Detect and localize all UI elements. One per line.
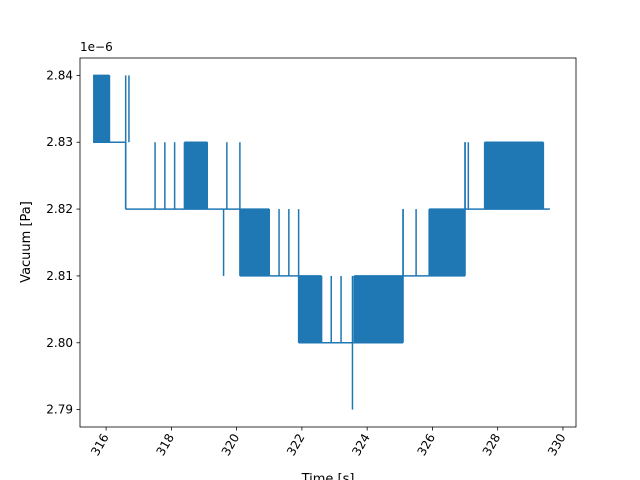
x-axis-label: Time [s] bbox=[301, 472, 355, 480]
y-tick-label: 2.81 bbox=[46, 269, 73, 283]
series-layer bbox=[93, 74, 550, 410]
series-fluctuation-band bbox=[354, 275, 404, 343]
y-tick-label: 2.80 bbox=[46, 336, 73, 350]
y-tick-label: 2.79 bbox=[46, 403, 73, 417]
plot-area bbox=[80, 58, 576, 427]
y-tick-label: 2.82 bbox=[46, 202, 73, 216]
axes-layer bbox=[79, 57, 577, 428]
y-ticks: 2.79 2.80 2.81 2.82 2.83 2.84 bbox=[46, 68, 80, 417]
series-fluctuation-band bbox=[484, 142, 544, 210]
y-offset-text: 1e−6 bbox=[80, 40, 113, 54]
plot-frame bbox=[79, 57, 577, 428]
series-fluctuation-band bbox=[239, 209, 270, 276]
series-fluctuation-band bbox=[298, 275, 322, 343]
series-fluctuation-band bbox=[93, 75, 110, 143]
series-fluctuation-band bbox=[184, 142, 208, 210]
series-fluctuation-band bbox=[429, 209, 466, 276]
y-axis-label: Vacuum [Pa] bbox=[19, 201, 34, 283]
y-tick-label: 2.84 bbox=[46, 68, 73, 82]
y-tick-label: 2.83 bbox=[46, 135, 73, 149]
